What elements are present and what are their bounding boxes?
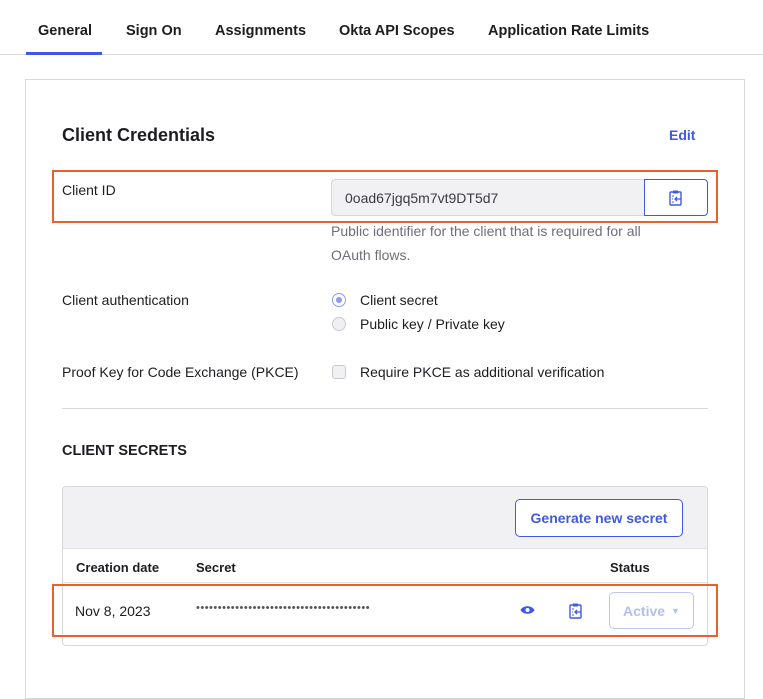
radio-public-key-label: Public key / Private key: [360, 316, 505, 332]
pkce-checkbox[interactable]: [332, 365, 346, 379]
tab-assignments[interactable]: Assignments: [215, 23, 307, 39]
clipboard-copy-icon[interactable]: [569, 603, 583, 619]
client-id-help: Public identifier for the client that is…: [331, 223, 641, 263]
client-id-field[interactable]: 0oad67jgq5m7vt9DT5d7: [331, 179, 645, 216]
secret-masked-value: ••••••••••••••••••••••••••••••••••••••••: [196, 602, 371, 614]
eye-icon[interactable]: [520, 605, 535, 615]
edit-link[interactable]: Edit: [669, 127, 696, 143]
tab-sign-on[interactable]: Sign On: [126, 23, 182, 39]
highlight-box: [52, 170, 718, 223]
status-value: Active: [623, 602, 666, 619]
tab-general[interactable]: General: [38, 23, 92, 39]
client-id-label: Client ID: [62, 182, 116, 198]
clipboard-copy-icon: [669, 190, 682, 206]
client-secrets-table: Generate new secret Creation date Secret…: [62, 486, 708, 646]
secrets-toolbar: Generate new secret: [63, 487, 707, 549]
client-secrets-title: CLIENT SECRETS: [62, 443, 187, 459]
generate-new-secret-button[interactable]: Generate new secret: [515, 499, 683, 537]
column-secret: Secret: [196, 560, 236, 575]
pkce-checkbox-label: Require PKCE as additional verification: [360, 364, 605, 380]
highlight-box: [52, 584, 718, 637]
tab-okta-api-scopes[interactable]: Okta API Scopes: [339, 23, 455, 39]
secret-created-date: Nov 8, 2023: [75, 603, 151, 619]
radio-public-key[interactable]: [332, 317, 346, 331]
copy-client-id-button[interactable]: [644, 179, 708, 216]
column-status: Status: [610, 560, 650, 575]
pkce-label: Proof Key for Code Exchange (PKCE): [62, 364, 299, 380]
radio-client-secret-label: Client secret: [360, 292, 438, 308]
divider: [62, 408, 708, 409]
row-divider: [63, 582, 707, 583]
section-title: Client Credentials: [62, 125, 216, 145]
status-dropdown[interactable]: Active ▼: [609, 592, 694, 629]
client-auth-label: Client authentication: [62, 292, 189, 308]
tab-divider: [0, 54, 763, 55]
tab-selected-indicator: [26, 52, 102, 55]
radio-client-secret[interactable]: [332, 293, 346, 307]
column-creation-date: Creation date: [76, 560, 160, 575]
caret-down-icon: ▼: [671, 605, 680, 616]
tab-application-rate-limits[interactable]: Application Rate Limits: [488, 23, 650, 39]
